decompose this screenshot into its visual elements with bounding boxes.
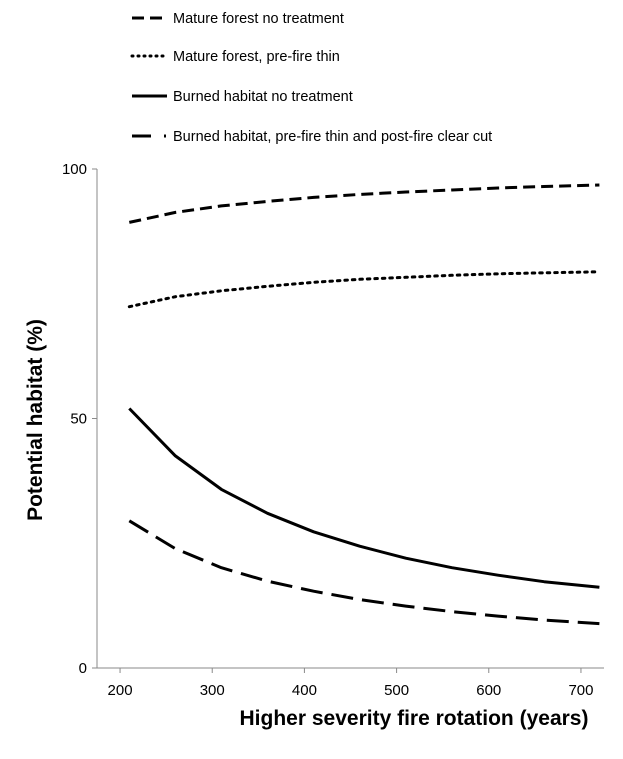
tick-group: 0 50 100 200 300 400 500 600 700	[62, 161, 594, 699]
y-tick-label: 50	[70, 411, 87, 428]
y-tick-label: 100	[62, 161, 87, 178]
x-tick-label: 600	[476, 682, 501, 699]
x-tick-label: 200	[108, 682, 133, 699]
legend-label-1: Mature forest no treatment	[173, 11, 344, 27]
series-line-3	[128, 407, 600, 589]
series-line-1	[128, 183, 600, 224]
chart-axes	[96, 169, 604, 669]
legend-label-3: Burned habitat no treatment	[173, 89, 353, 105]
legend: Mature forest no treatment Mature forest,…	[130, 11, 492, 145]
x-tick-label: 500	[384, 682, 409, 699]
series-line-2	[127, 270, 601, 309]
x-tick-label: 300	[200, 682, 225, 699]
series-line-4	[128, 519, 600, 626]
y-tick-label: 0	[79, 660, 87, 677]
x-axis-title: Higher severity fire rotation (years)	[240, 707, 589, 730]
series-group	[127, 183, 601, 626]
legend-label-2: Mature forest, pre-fire thin	[173, 49, 340, 65]
x-tick-label: 700	[568, 682, 593, 699]
legend-label-4: Burned habitat, pre-fire thin and post-f…	[173, 129, 492, 145]
x-tick-label: 400	[292, 682, 317, 699]
y-axis-title: Potential habitat (%)	[24, 319, 47, 521]
